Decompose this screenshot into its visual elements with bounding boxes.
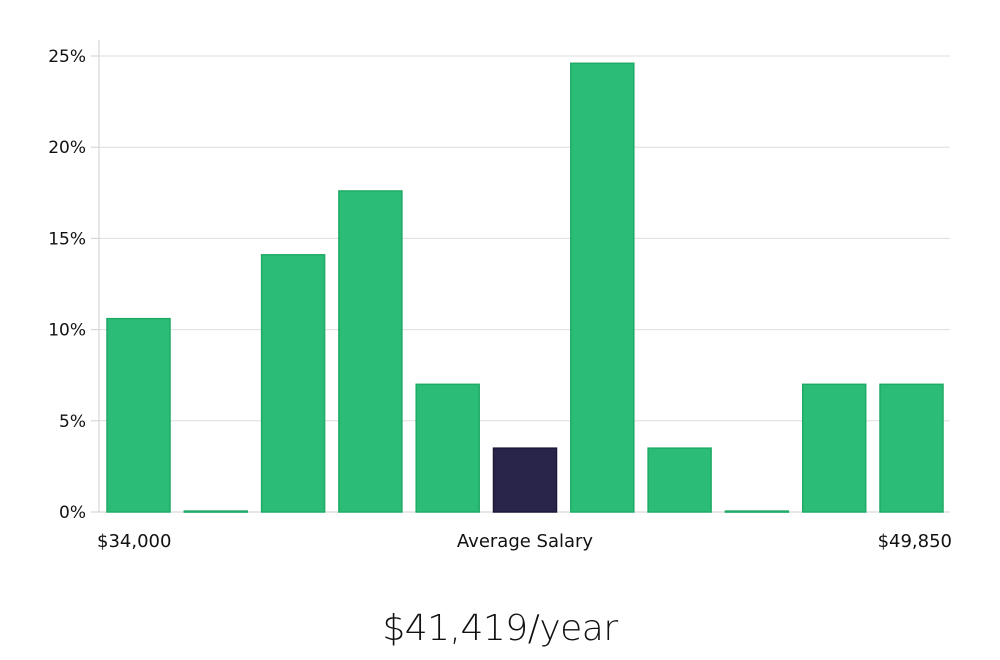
average-salary-value: $41,419/year	[382, 608, 618, 649]
x-min-label: $34,000	[97, 531, 171, 552]
bar	[338, 190, 403, 513]
bar	[879, 383, 944, 513]
y-tick-label: 20%	[48, 138, 86, 158]
bar	[106, 317, 171, 513]
salary-histogram: 0%5%10%15%20%25% $34,000 Average Salary …	[48, 40, 952, 552]
y-tick-label: 0%	[59, 503, 86, 523]
bar-highlighted	[492, 447, 558, 513]
y-tick-label: 25%	[48, 47, 86, 67]
x-axis-title: Average Salary	[457, 531, 594, 552]
bar	[415, 383, 480, 513]
x-max-label: $49,850	[878, 531, 952, 552]
y-tick-label: 15%	[48, 229, 86, 249]
bars	[106, 62, 944, 513]
y-tick-label: 5%	[59, 412, 86, 432]
bar	[801, 383, 867, 513]
y-tick-label: 10%	[48, 321, 86, 341]
bar	[260, 254, 326, 513]
bar	[647, 447, 712, 513]
bar	[183, 510, 249, 513]
y-axis-ticks: 0% 5% 10% 15% 20% 25%	[48, 47, 99, 523]
bar	[724, 510, 790, 513]
bar	[570, 62, 635, 513]
